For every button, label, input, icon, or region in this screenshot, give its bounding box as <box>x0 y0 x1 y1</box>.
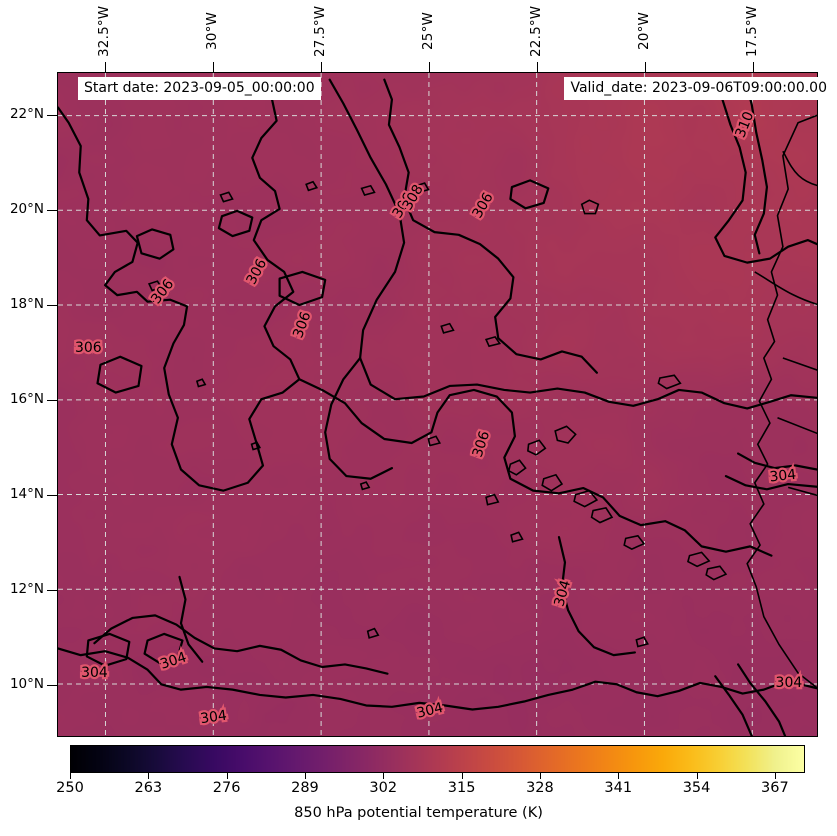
contour-label: 306 <box>470 429 493 459</box>
lat-tickmark-5 <box>47 209 57 211</box>
colorbar-tickmark-3 <box>304 773 306 779</box>
colorbar-tick-label-3: 289 <box>291 780 319 796</box>
colorbar-tickmark-4 <box>383 773 385 779</box>
lon-tickmark-0 <box>104 62 106 72</box>
lon-tick-label-4: 22.5°W <box>527 5 544 57</box>
colorbar-tickmark-0 <box>70 773 71 779</box>
colorbar-tickmark-5 <box>461 773 463 779</box>
colorbar-tick-label-7: 341 <box>604 780 633 796</box>
contour-label: 304 <box>81 665 108 681</box>
colorbar-canvas <box>71 746 804 772</box>
lon-tickmark-1 <box>212 62 214 72</box>
colorbar-tick-label-6: 328 <box>526 780 554 796</box>
lat-tickmark-6 <box>47 114 57 116</box>
colorbar-tick-label-0: 250 <box>56 780 84 796</box>
graticule-gridlines <box>58 73 817 736</box>
colorbar-axis-label: 850 hPa potential temperature (K) <box>294 805 543 821</box>
contour-label: 304 <box>551 578 574 608</box>
valid-date-annotation: Valid_date: 2023-09-06T09:00:00.00 <box>564 77 833 100</box>
colorbar-tick-label-5: 315 <box>447 780 476 796</box>
contour-label: 306 <box>244 256 271 287</box>
contour-label: 304 <box>158 649 188 672</box>
contour-label: 304 <box>769 467 797 486</box>
colorbar-tick-label-8: 354 <box>682 780 711 796</box>
temperature-field-heatmap <box>58 73 817 736</box>
lon-tick-label-0: 32.5°W <box>95 5 112 57</box>
map-plot-area[interactable]: 306 306 306 306 306 306 306 308 310 304 304 304 304 3… <box>57 72 818 737</box>
lat-tick-label-2: 14°N <box>9 485 44 502</box>
colorbar-tickmark-6 <box>539 773 541 779</box>
lat-tick-label-4: 18°N <box>9 295 44 312</box>
contour-label: 306 <box>148 276 177 307</box>
lat-tickmark-3 <box>47 399 57 401</box>
lon-tickmark-6 <box>753 62 755 72</box>
colorbar-tickmark-9 <box>774 773 776 779</box>
contour-label: 306 <box>469 190 496 221</box>
start-date-annotation: Start date: 2023-09-05_00:00:00 <box>78 77 321 100</box>
lon-tickmark-5 <box>645 62 647 72</box>
lat-tick-label-5: 20°N <box>9 200 44 217</box>
lat-tick-label-0: 10°N <box>9 675 44 692</box>
contour-label: 304 <box>199 708 228 728</box>
lat-tick-label-3: 16°N <box>9 390 44 407</box>
lat-tick-label-6: 22°N <box>9 105 44 122</box>
contour-label: 310 <box>732 109 757 140</box>
colorbar-gradient <box>70 745 805 773</box>
contour-label: 308 <box>400 182 427 213</box>
lon-tickmark-4 <box>536 62 538 72</box>
lat-tick-label-1: 12°N <box>9 580 44 597</box>
lon-tick-label-3: 25°W <box>419 11 436 51</box>
contour-label: 306 <box>75 340 102 356</box>
colorbar-tick-label-1: 263 <box>134 780 163 796</box>
lat-tickmark-1 <box>47 589 57 591</box>
colorbar-tick-label-4: 302 <box>369 780 398 796</box>
colorbar[interactable] <box>70 745 805 773</box>
colorbar-tickmark-8 <box>696 773 698 779</box>
lon-tickmark-3 <box>428 62 430 72</box>
lon-tick-label-2: 27.5°W <box>311 5 328 57</box>
contour-label: 306 <box>290 310 314 341</box>
colorbar-tickmark-7 <box>618 773 620 779</box>
lat-tickmark-0 <box>47 684 57 686</box>
lat-tickmark-4 <box>47 304 57 306</box>
lon-tick-label-5: 20°W <box>636 11 653 51</box>
lat-tickmark-2 <box>47 494 57 496</box>
lon-tickmark-2 <box>320 62 322 72</box>
coastline-overlay <box>58 73 817 736</box>
colorbar-tick-label-9: 367 <box>761 780 789 796</box>
contour-label: 304 <box>776 675 803 691</box>
lon-tick-label-6: 17.5°W <box>744 5 761 57</box>
colorbar-tickmark-1 <box>148 773 150 779</box>
lon-tick-label-1: 30°W <box>203 11 220 51</box>
colorbar-tick-label-2: 276 <box>212 780 241 796</box>
colorbar-tickmark-2 <box>226 773 228 779</box>
